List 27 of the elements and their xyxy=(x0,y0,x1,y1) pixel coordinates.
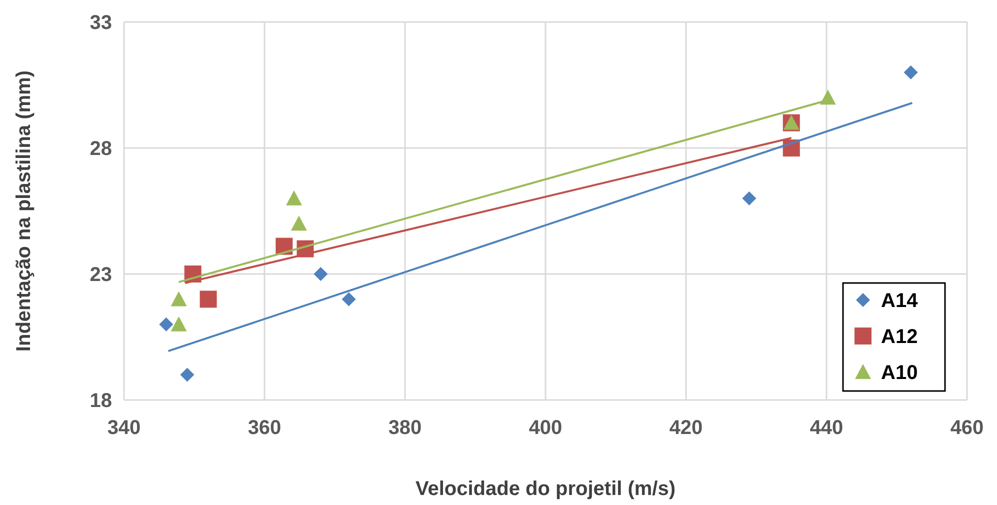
legend-label: A12 xyxy=(881,326,918,348)
x-tick-label: 420 xyxy=(669,417,703,439)
x-tick-label: 360 xyxy=(248,417,282,439)
x-tick-label: 380 xyxy=(388,417,422,439)
y-tick-label: 28 xyxy=(90,138,112,160)
point xyxy=(200,290,217,308)
point xyxy=(904,65,918,80)
y-tick-label: 33 xyxy=(90,12,112,34)
y-tick-label: 23 xyxy=(90,264,112,286)
x-tick-label: 400 xyxy=(528,417,562,439)
point xyxy=(159,317,174,332)
legend-label: A10 xyxy=(881,362,918,384)
x-tick-label: 340 xyxy=(107,417,141,439)
x-axis-title: Velocidade do projetil (m/s) xyxy=(415,478,676,500)
y-tick-label: 18 xyxy=(90,390,112,412)
x-tick-label: 440 xyxy=(810,417,844,439)
point xyxy=(170,291,187,306)
point xyxy=(286,190,302,206)
point xyxy=(290,216,307,231)
y-axis-title: Indentação na plastilina (mm) xyxy=(13,70,35,352)
legend-label: A14 xyxy=(881,290,919,312)
point xyxy=(342,292,356,306)
point xyxy=(170,316,187,332)
point xyxy=(742,191,756,206)
point xyxy=(314,267,328,281)
point xyxy=(180,368,194,382)
x-tick-label: 460 xyxy=(950,417,984,439)
